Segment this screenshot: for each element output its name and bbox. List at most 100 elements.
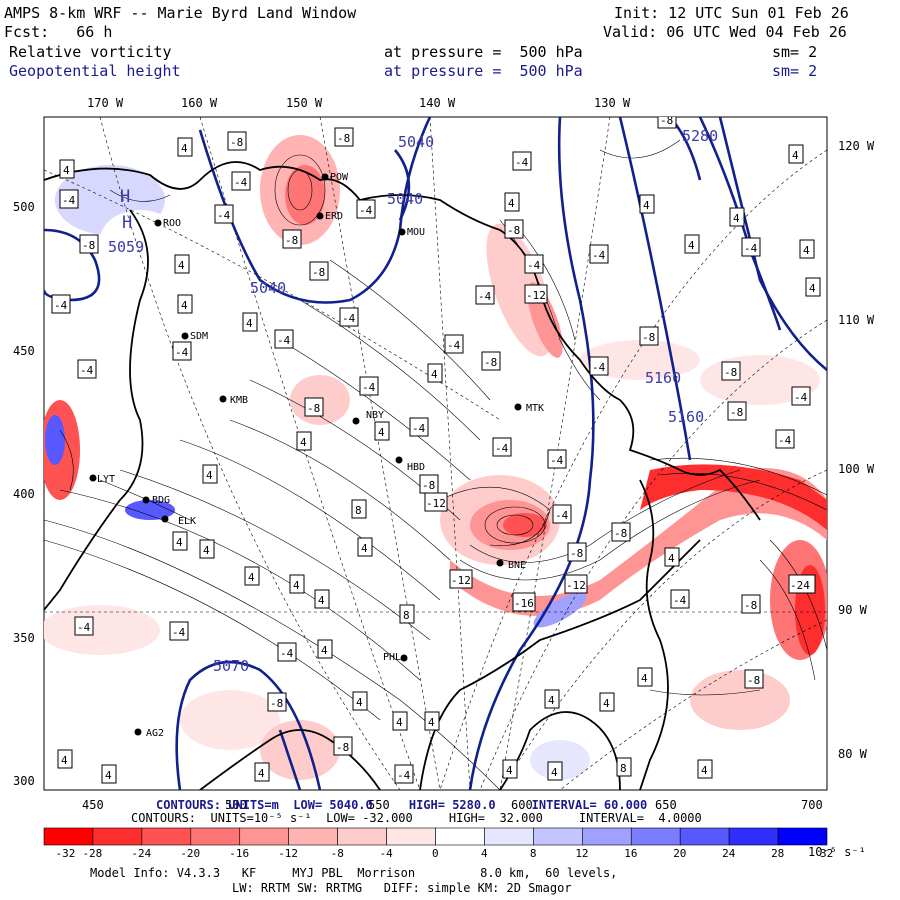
colorbar-swatch xyxy=(43,827,94,846)
right-lon-label: 80 W xyxy=(838,747,867,761)
colorbar-tick-label: 28 xyxy=(771,847,784,860)
height-label: 5040 xyxy=(250,279,286,297)
right-lon-label: 90 W xyxy=(838,603,867,617)
colorbar-tick-label: -24 xyxy=(131,847,151,860)
top-lon-label: 160 W xyxy=(181,96,218,110)
svg-text:-4: -4 xyxy=(794,391,808,404)
svg-text:4: 4 xyxy=(293,579,300,592)
svg-text:-8: -8 xyxy=(744,599,757,612)
svg-text:ROO: ROO xyxy=(163,218,181,229)
svg-text:-4: -4 xyxy=(234,176,248,189)
svg-text:-8: -8 xyxy=(337,132,350,145)
svg-text:4: 4 xyxy=(431,368,438,381)
svg-text:4: 4 xyxy=(105,769,112,782)
height-label: 5040 xyxy=(387,190,423,208)
colorbar-swatch xyxy=(582,827,632,846)
svg-text:-8: -8 xyxy=(507,224,520,237)
svg-text:-8: -8 xyxy=(312,266,325,279)
colorbar-tick-label: 0 xyxy=(432,847,439,860)
colorbar-tick-label: -20 xyxy=(180,847,200,860)
svg-text:4: 4 xyxy=(181,299,188,312)
svg-text:-8: -8 xyxy=(82,239,95,252)
colorbar-tick-label: 16 xyxy=(624,847,637,860)
figure-title: AMPS 8-km WRF -- Marie Byrd Land Window xyxy=(4,4,357,22)
bottom-axis-label: 550 xyxy=(368,798,390,812)
right-lon-label: 110 W xyxy=(838,313,875,327)
colorbar-tick-label: 8 xyxy=(530,847,537,860)
svg-text:SDM: SDM xyxy=(190,331,208,342)
svg-text:-4: -4 xyxy=(478,290,492,303)
svg-text:-4: -4 xyxy=(362,381,376,394)
svg-text:-4: -4 xyxy=(397,769,411,782)
svg-text:-4: -4 xyxy=(527,259,541,272)
svg-text:-4: -4 xyxy=(175,346,189,359)
svg-text:4: 4 xyxy=(809,282,816,295)
svg-text:POW: POW xyxy=(330,172,349,183)
svg-text:8: 8 xyxy=(620,762,627,775)
colorbar-swatch xyxy=(337,827,387,846)
svg-text:-8: -8 xyxy=(570,547,583,560)
forecast-hour: Fcst: 66 h xyxy=(4,23,113,41)
svg-text:-8: -8 xyxy=(642,331,655,344)
model-info-line2: LW: RRTM SW: RRTMG DIFF: simple KM: 2D S… xyxy=(232,881,572,895)
svg-text:H: H xyxy=(120,187,130,207)
colorbar-swatch xyxy=(777,827,828,846)
height-label: 5280 xyxy=(682,127,718,145)
svg-text:-4: -4 xyxy=(447,339,461,352)
colorbar-tick-label: -12 xyxy=(278,847,298,860)
right-lon-label: 100 W xyxy=(838,462,875,476)
svg-text:-16: -16 xyxy=(514,597,534,610)
svg-text:-12: -12 xyxy=(426,497,446,510)
colorbar-tick-label: 24 xyxy=(722,847,736,860)
left-axis-label: 350 xyxy=(13,631,35,645)
colorbar-swatch xyxy=(728,827,779,846)
svg-text:4: 4 xyxy=(508,197,515,210)
model-info-line1: Model Info: V4.3.3 KF MYJ PBL Morrison 8… xyxy=(90,866,618,880)
top-lon-label: 170 W xyxy=(87,96,124,110)
svg-text:-24: -24 xyxy=(790,579,810,592)
colorbar-swatch xyxy=(92,827,143,846)
height-label: 5160 xyxy=(645,369,681,387)
svg-text:-4: -4 xyxy=(744,242,758,255)
svg-text:-4: -4 xyxy=(359,204,373,217)
left-axis-label: 450 xyxy=(13,344,35,358)
bottom-axis-label: 500 xyxy=(225,798,247,812)
colorbar-swatch xyxy=(386,827,436,846)
svg-text:4: 4 xyxy=(428,716,435,729)
svg-text:4: 4 xyxy=(551,766,558,779)
colorbar-tick-label: 20 xyxy=(673,847,686,860)
field2-name: Geopotential height xyxy=(9,62,181,80)
svg-text:4: 4 xyxy=(506,764,513,777)
bottom-axis-label: 450 xyxy=(82,798,104,812)
colorbar-swatch xyxy=(435,827,485,846)
svg-text:-4: -4 xyxy=(172,626,186,639)
svg-text:4: 4 xyxy=(321,644,328,657)
height-label: 5059 xyxy=(108,238,144,256)
height-label: 5040 xyxy=(398,133,434,151)
colorbar-swatch xyxy=(141,827,192,846)
colorbar-tick-label: 12 xyxy=(575,847,588,860)
svg-text:-4: -4 xyxy=(77,621,91,634)
bottom-axis-label: 700 xyxy=(801,798,823,812)
svg-text:-12: -12 xyxy=(451,574,471,587)
svg-text:-4: -4 xyxy=(62,194,76,207)
top-lon-label: 150 W xyxy=(286,96,323,110)
svg-text:4: 4 xyxy=(641,672,648,685)
svg-text:KMB: KMB xyxy=(230,395,248,406)
svg-text:4: 4 xyxy=(803,244,810,257)
top-lon-label: 140 W xyxy=(419,96,456,110)
svg-text:4: 4 xyxy=(246,317,253,330)
colorbar-tick-label: -32 xyxy=(56,847,76,860)
svg-text:4: 4 xyxy=(378,426,385,439)
svg-text:4: 4 xyxy=(603,697,610,710)
left-axis-label: 300 xyxy=(13,774,35,788)
svg-text:4: 4 xyxy=(203,544,210,557)
svg-text:H: H xyxy=(122,213,132,233)
svg-text:4: 4 xyxy=(248,571,255,584)
svg-text:4: 4 xyxy=(61,754,68,767)
field1-smoothing: sm= 2 xyxy=(772,43,818,61)
svg-text:LYT: LYT xyxy=(97,474,115,485)
colorbar-swatch xyxy=(190,827,241,846)
svg-text:-8: -8 xyxy=(484,356,497,369)
